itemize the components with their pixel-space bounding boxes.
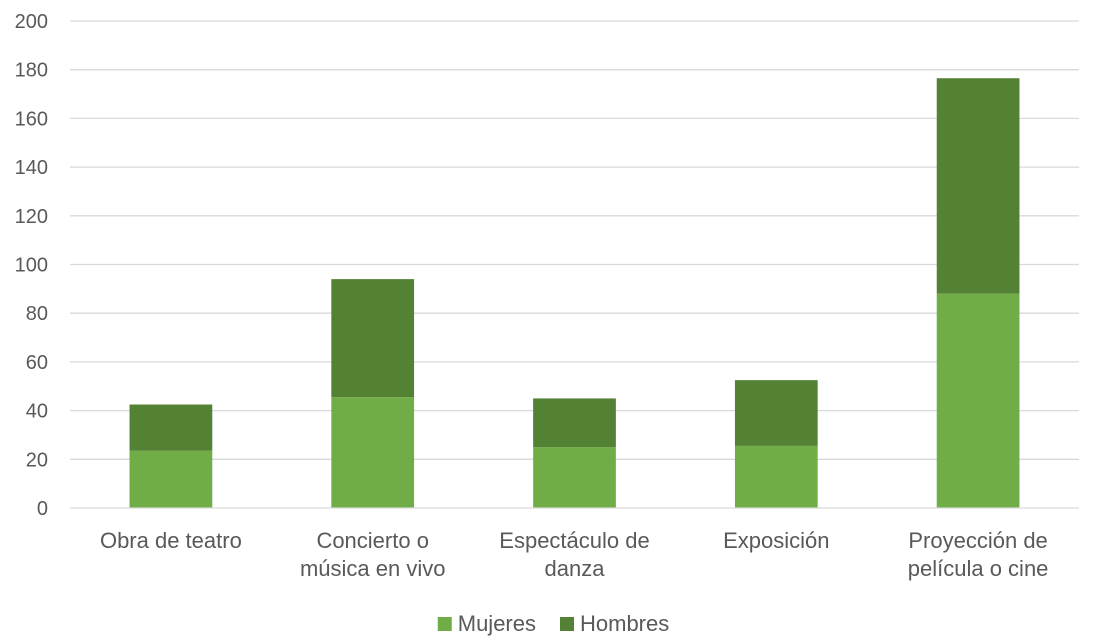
bar-hombres-3 [734,380,818,446]
bar-hombres-1 [331,279,415,398]
bar-hombres-2 [533,398,616,448]
y-tick-label: 200 [15,11,48,33]
legend-item-mujeres: Mujeres [437,611,536,636]
y-tick-label: 180 [15,60,48,82]
x-category-label-line: danza [545,556,606,581]
x-category-label-line: Exposición [723,528,829,553]
gridlines [70,20,1079,460]
x-category-label-line: Obra de teatro [100,528,242,553]
x-category-label-line: Concierto o [316,528,429,553]
y-tick-label: 160 [15,108,48,130]
y-tick-label: 80 [26,303,48,325]
y-tick-label: 100 [15,255,48,277]
legend-label: Hombres [580,611,669,636]
bar-mujeres-0 [129,450,213,508]
x-category-label: Exposición [723,528,829,553]
y-tick-label: 60 [26,352,48,374]
bar-hombres-0 [129,404,213,451]
y-tick-label: 0 [37,498,48,520]
bar-hombres-4 [936,78,1020,294]
bar-mujeres-3 [734,445,818,508]
legend-swatch [437,617,452,631]
x-category-label-line: película o cine [908,556,1049,581]
y-tick-label: 20 [26,449,48,471]
bar-mujeres-1 [331,397,415,508]
bars [129,78,1020,508]
y-axis-tick-labels: 0 20 40 60 80 100 120 140 160 180 200 [15,11,48,520]
x-category-label: Espectáculo de danza [499,528,649,581]
x-category-label: Concierto o música en vivo [300,528,446,581]
x-category-label: Obra de teatro [100,528,242,553]
legend: Mujeres Hombres [437,611,669,636]
bar-mujeres-4 [936,293,1020,508]
category-labels: Obra de teatro Concierto o música en vivo E… [100,528,1048,581]
y-tick-label: 120 [15,206,48,228]
bar-mujeres-2 [533,447,616,508]
y-tick-label: 40 [26,401,48,423]
x-category-label-line: Proyección de [908,528,1047,553]
x-category-label-line: música en vivo [300,556,446,581]
x-category-label-line: Espectáculo de [499,528,649,553]
legend-swatch [560,617,574,631]
x-category-label: Proyección de película o cine [908,528,1049,581]
legend-label: Mujeres [458,611,536,636]
legend-item-hombres: Hombres [560,611,669,636]
y-tick-label: 140 [15,157,48,179]
